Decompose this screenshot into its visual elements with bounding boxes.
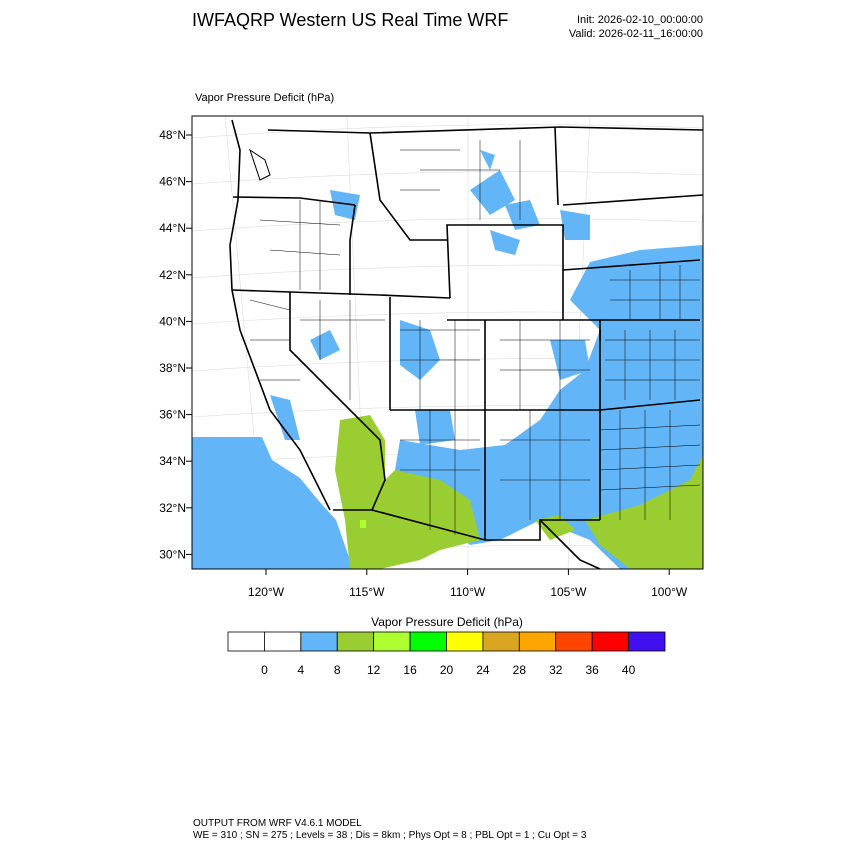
lon-labels: 120°W 115°W 110°W 105°W 100°W	[248, 569, 688, 599]
colorbar-label: 32	[549, 663, 563, 677]
lat-label: 40°N	[159, 314, 186, 328]
vpd-patch	[535, 515, 575, 540]
vpd-ocean	[192, 437, 360, 569]
valid-time: Valid: 2026-02-11_16:00:00	[569, 28, 703, 40]
colorbar-box	[482, 631, 520, 652]
colorbar: 0 4 8 12 16 20 24 28 32 36 40	[227, 631, 666, 677]
colorbar-box	[628, 631, 666, 652]
footer-line: WE = 310 ; SN = 275 ; Levels = 38 ; Dis …	[193, 830, 587, 841]
colorbar-label: 16	[403, 663, 417, 677]
lon-label: 100°W	[651, 585, 688, 599]
county-lines	[249, 140, 701, 535]
lat-label: 46°N	[159, 175, 186, 189]
colorbar-label: 8	[334, 663, 341, 677]
colorbar-label: 36	[585, 663, 599, 677]
lat-label: 34°N	[159, 454, 186, 468]
lat-label: 36°N	[159, 408, 186, 422]
lat-labels: 48°N 46°N 44°N 42°N 40°N 38°N 36°N 34°N 32°N 30°N	[159, 128, 192, 561]
lon-label: 105°W	[550, 585, 587, 599]
colorbar-box	[300, 631, 338, 652]
colorbar-label: 24	[476, 663, 490, 677]
lat-label: 48°N	[159, 128, 186, 142]
colorbar-label: 4	[297, 663, 304, 677]
title: IWFAQRP Western US Real Time WRF	[192, 10, 508, 30]
colorbar-box	[446, 631, 484, 652]
colorbar-label: 28	[513, 663, 527, 677]
lon-label: 115°W	[349, 585, 385, 599]
colorbar-title: Vapor Pressure Deficit (hPa)	[371, 615, 523, 629]
colorbar-box	[591, 631, 629, 652]
footer-line: OUTPUT FROM WRF V4.6.1 MODEL	[193, 818, 362, 829]
colorbar-box	[264, 631, 302, 652]
colorbar-label: 0	[261, 663, 268, 677]
vpd-southwest	[335, 415, 480, 569]
lat-label: 42°N	[159, 268, 186, 282]
colorbar-label: 40	[622, 663, 636, 677]
lat-label: 44°N	[159, 221, 186, 235]
vpd-patch	[360, 520, 366, 528]
init-time: Init: 2026-02-10_00:00:00	[577, 14, 703, 26]
vpd-patches	[270, 150, 590, 445]
lat-label: 32°N	[159, 501, 186, 515]
field-label: Vapor Pressure Deficit (hPa)	[195, 92, 334, 104]
lat-label: 38°N	[159, 361, 186, 375]
vpd-east	[395, 245, 703, 569]
lon-label: 120°W	[248, 585, 285, 599]
map-frame	[191, 115, 704, 570]
lon-label: 110°W	[450, 585, 486, 599]
colorbar-box	[336, 631, 375, 652]
lat-label: 30°N	[159, 547, 186, 561]
vpd-texas	[585, 455, 703, 569]
colorbar-box	[409, 631, 447, 652]
map	[191, 115, 704, 570]
puget-sound	[249, 148, 271, 181]
colorbar-box	[227, 631, 265, 652]
colorbar-label: 20	[440, 663, 454, 677]
colorbar-box	[518, 631, 557, 652]
state-borders	[229, 119, 703, 569]
colorbar-box	[555, 631, 593, 652]
colorbar-box	[373, 631, 411, 652]
colorbar-label: 12	[367, 663, 381, 677]
